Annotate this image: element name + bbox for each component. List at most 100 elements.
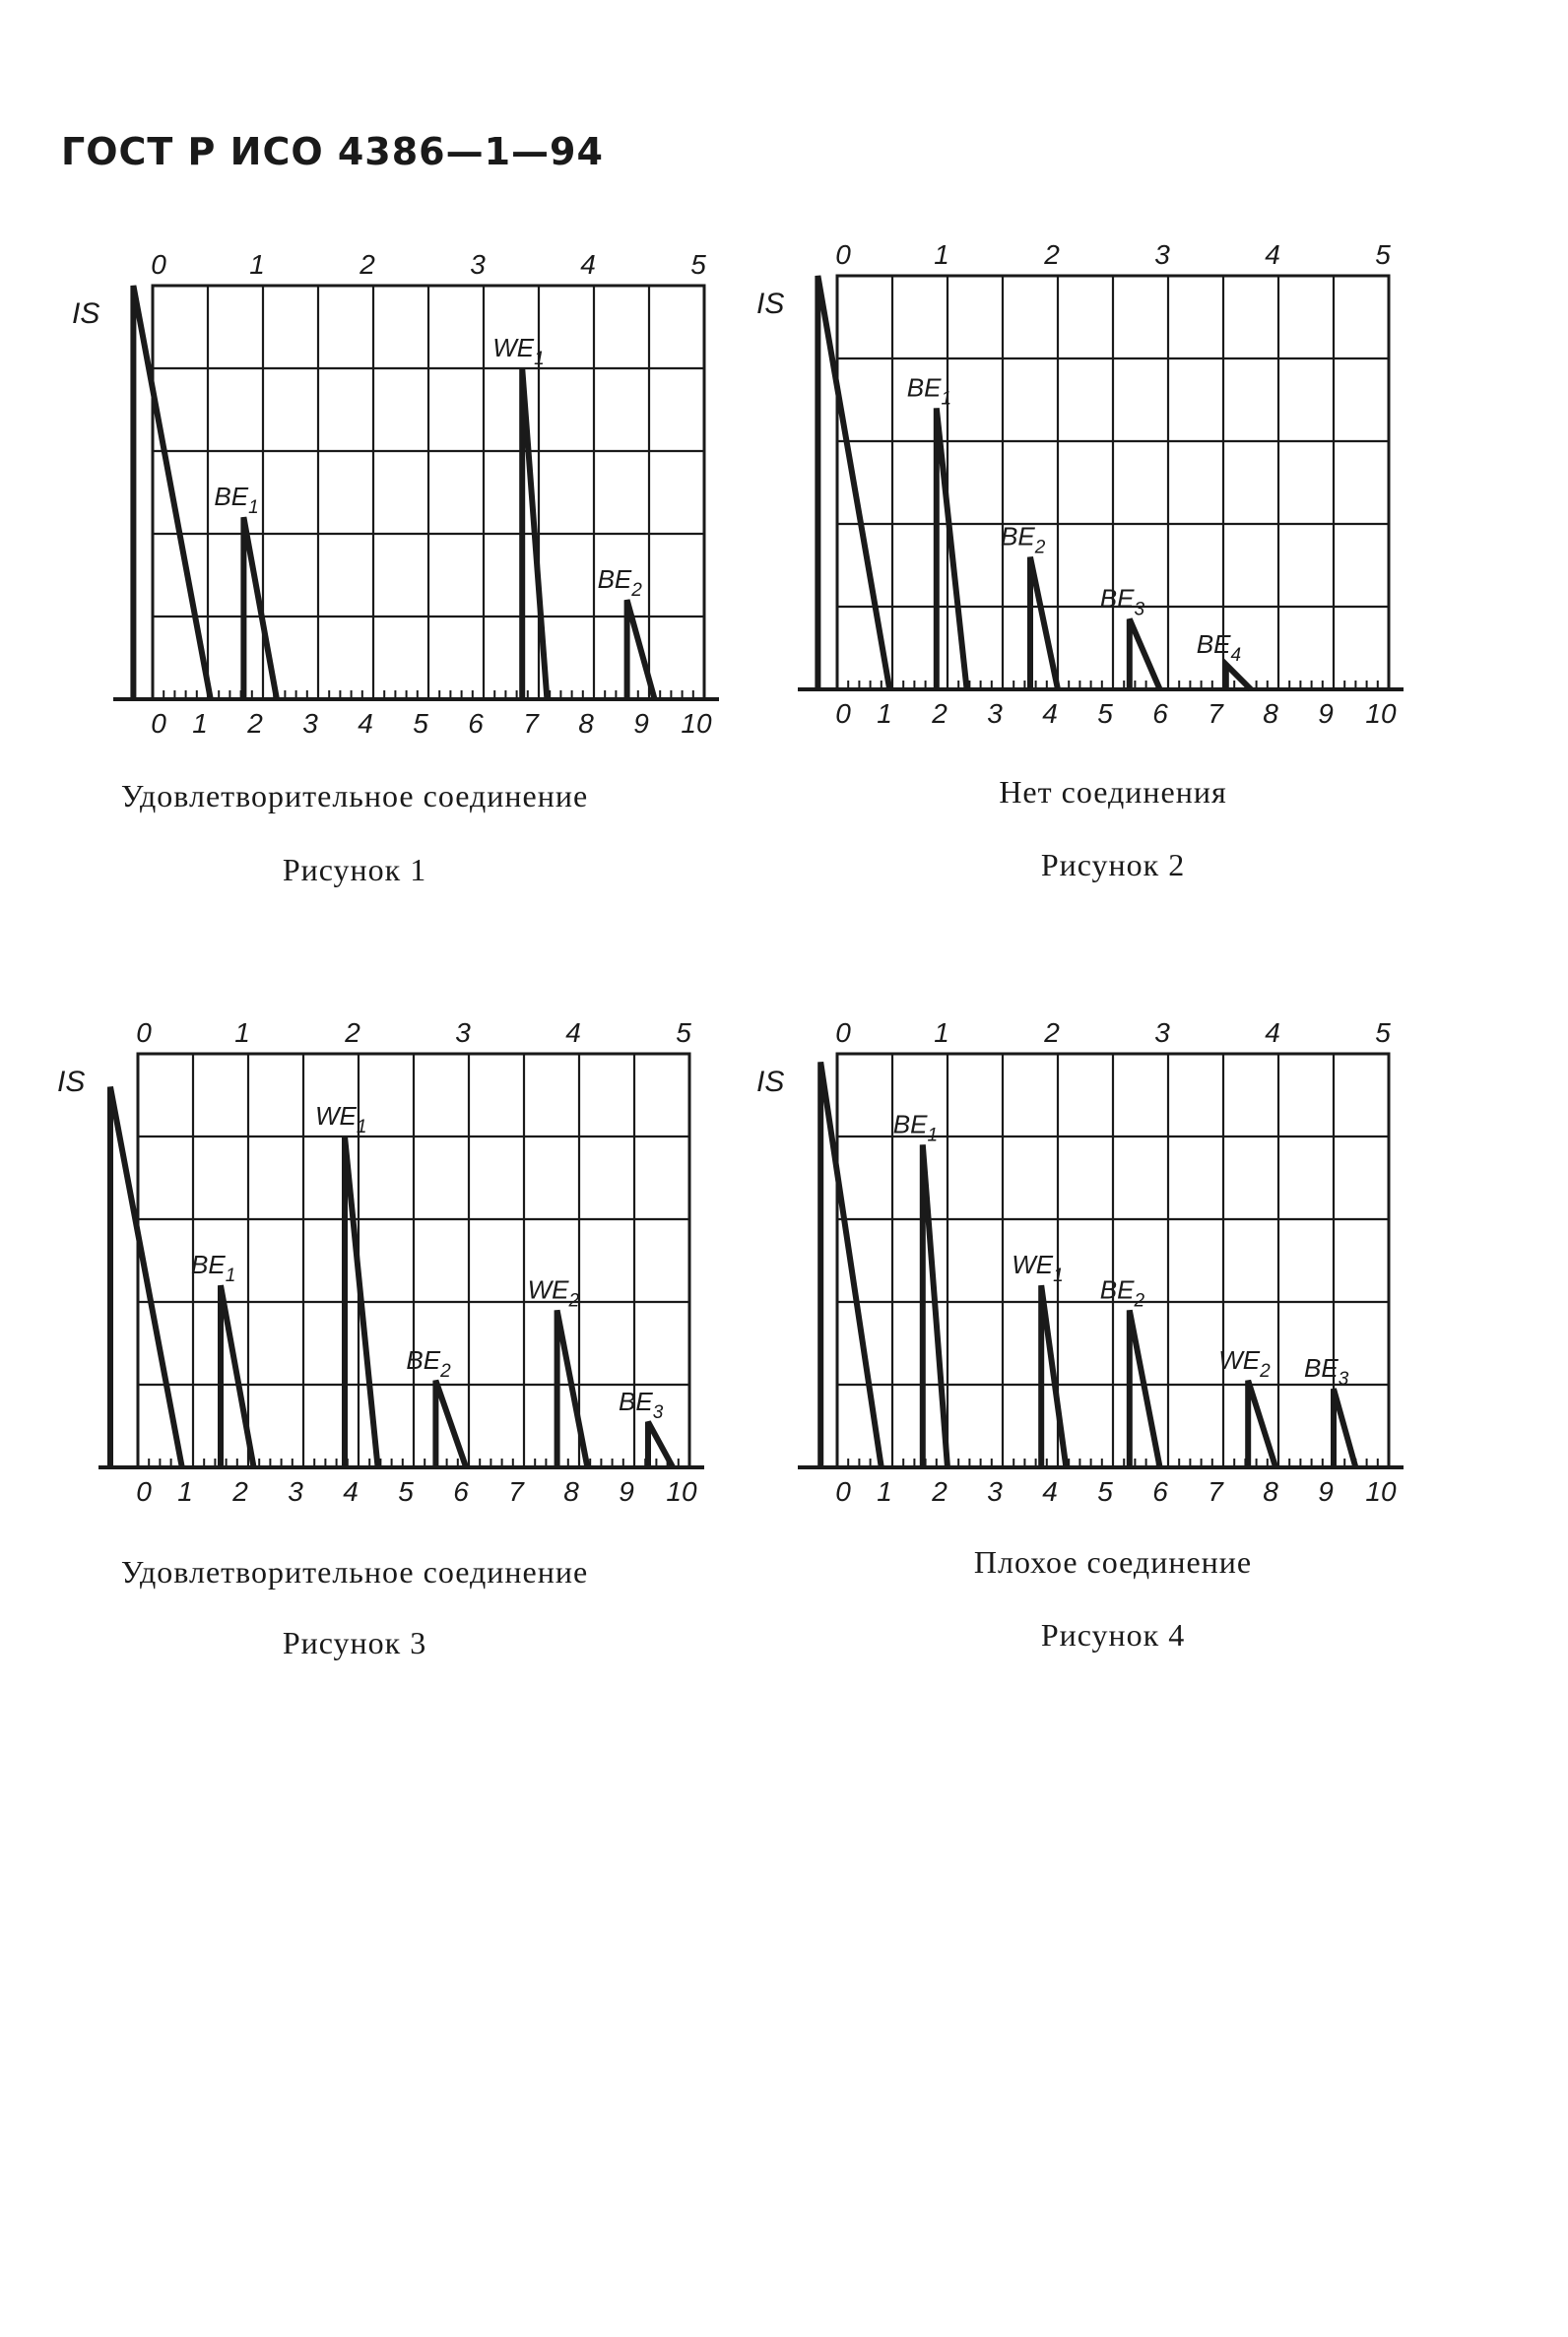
echo-label-be2: BE2: [598, 564, 643, 601]
top-tick-label: 4: [1265, 1017, 1280, 1048]
bottom-tick-label: 6: [453, 1476, 469, 1507]
top-tick-label: 3: [455, 1017, 471, 1048]
top-tick-label: 5: [1375, 1017, 1391, 1048]
top-tick-label: 2: [344, 1017, 360, 1048]
top-tick-label: 1: [234, 1017, 250, 1048]
bottom-tick-label: 4: [1042, 1476, 1058, 1507]
y-axis-label: IS: [756, 288, 784, 320]
echo-label-we2: WE2: [1218, 1345, 1271, 1382]
bottom-tick-label: 4: [358, 708, 373, 739]
echo-label-subscript: 3: [1339, 1369, 1349, 1390]
bottom-tick-label: 10: [1365, 1476, 1397, 1507]
echo-we1: [519, 367, 551, 700]
echo-label-we1: WE1: [315, 1101, 366, 1137]
bottom-tick-label: 10: [666, 1476, 697, 1507]
bottom-tick-label: 6: [1152, 1476, 1168, 1507]
bottom-tick-label: 0: [835, 698, 851, 729]
echo-label-be1: BE1: [214, 482, 258, 518]
echo-label-be2: BE2: [1100, 1274, 1145, 1311]
echo-be2: [432, 1379, 470, 1468]
echo-label-base: WE: [492, 333, 535, 362]
echo-be2: [623, 599, 658, 700]
echo-label-subscript: 2: [439, 1361, 451, 1382]
bottom-tick-label: 7: [1208, 698, 1224, 729]
echo-label-be1: BE1: [191, 1250, 235, 1286]
echo-label-subscript: 1: [1053, 1266, 1064, 1286]
echo-label-be3: BE3: [1100, 584, 1145, 620]
echo-we1: [1038, 1284, 1070, 1468]
grid: [835, 274, 1391, 691]
echo-be1: [240, 516, 280, 700]
echo-be2: [1027, 555, 1061, 690]
figure-4: 0 1 2 3 4 5 0 1 2 3 4 5 6 7 8 9 10 IS BE1 WE1 BE2 WE2 BE3: [756, 1014, 1448, 1517]
figure-1-label: Рисунок 1: [282, 852, 427, 887]
bottom-tick-label: 0: [835, 1476, 851, 1507]
top-tick-label: 0: [151, 249, 166, 280]
figure-1-caption: Удовлетворительное соединение: [120, 778, 589, 813]
figure-3: 0 1 2 3 4 5 0 1 2 3 4 5 6 7 8 9 10 IS BE1 WE1 BE2 WE2 BE3: [54, 1014, 734, 1517]
bottom-tick-label: 1: [877, 1476, 892, 1507]
figure-2: 0 1 2 3 4 5 0 1 2 3 4 5 6 7 8 9 10 IS BE1 BE2 BE3 BE4: [756, 236, 1448, 739]
echo-label-subscript: 1: [226, 1266, 236, 1286]
bottom-tick-label: 5: [413, 708, 428, 739]
echo-label-base: WE: [528, 1274, 570, 1304]
echo-we2: [554, 1309, 591, 1468]
echo-label-base: BE: [1001, 522, 1035, 552]
top-tick-label: 1: [934, 1017, 949, 1048]
echo-label-subscript: 2: [1034, 538, 1046, 558]
top-tick-label: 1: [249, 249, 265, 280]
echo-label-be3: BE3: [619, 1387, 664, 1423]
bottom-tick-label: 2: [231, 1476, 248, 1507]
bottom-tick-label: 6: [1152, 698, 1168, 729]
echo-label-subscript: 2: [1259, 1361, 1271, 1382]
echo-label-base: BE: [907, 372, 942, 402]
bottom-tick-label: 8: [578, 708, 594, 739]
echo-is: [130, 285, 214, 700]
echo-label-base: BE: [1304, 1353, 1339, 1383]
echo-be4: [1222, 657, 1254, 692]
bottom-tick-label: 9: [619, 1476, 634, 1507]
figure-1: 0 1 2 3 4 5 0 1 2 3 4 5 6 7 8 9 10 IS BE1 WE1 BE2: [69, 246, 749, 748]
echo-label-subscript: 1: [357, 1117, 367, 1137]
figure-3-label: Рисунок 3: [282, 1625, 427, 1660]
echo-be3: [1331, 1388, 1359, 1468]
bottom-tick-label: 2: [931, 1476, 947, 1507]
echo-be3: [645, 1420, 676, 1469]
bottom-tick-label: 0: [151, 708, 166, 739]
echo-label-base: BE: [1197, 629, 1231, 659]
document-header: ГОСТ Р ИСО 4386—1—94: [61, 130, 604, 173]
y-axis-label: IS: [57, 1066, 85, 1098]
bottom-tick-label: 4: [1042, 698, 1058, 729]
echo-label-base: BE: [214, 482, 248, 511]
echo-label-base: BE: [1100, 1274, 1135, 1304]
echo-label-subscript: 1: [534, 349, 545, 369]
top-tick-label: 3: [470, 249, 486, 280]
echo-label-be1: BE1: [907, 372, 951, 409]
bottom-tick-label: 7: [1208, 1476, 1224, 1507]
top-tick-label: 3: [1154, 239, 1170, 270]
bottom-tick-label: 3: [288, 1476, 303, 1507]
echo-label-we1: WE1: [492, 333, 544, 369]
bottom-tick-label: 10: [1365, 698, 1397, 729]
top-tick-label: 2: [1043, 239, 1060, 270]
top-tick-label: 3: [1154, 1017, 1170, 1048]
echo-label-be2: BE2: [406, 1345, 451, 1382]
echo-label-we2: WE2: [528, 1274, 580, 1311]
echo-label-be4: BE4: [1197, 629, 1241, 666]
bottom-tick-label: 0: [136, 1476, 152, 1507]
echo-label-subscript: 4: [1230, 645, 1241, 666]
top-tick-label: 2: [1043, 1017, 1060, 1048]
echo-label-subscript: 1: [927, 1125, 938, 1145]
top-tick-label: 5: [1375, 239, 1391, 270]
bottom-tick-label: 2: [246, 708, 263, 739]
echo-label-base: BE: [598, 564, 632, 594]
y-axis-label: IS: [756, 1066, 784, 1098]
bottom-tick-label: 1: [177, 1476, 193, 1507]
echo-label-subscript: 1: [941, 388, 951, 409]
echo-label-base: BE: [1100, 584, 1135, 614]
echo-label-base: WE: [315, 1101, 358, 1131]
